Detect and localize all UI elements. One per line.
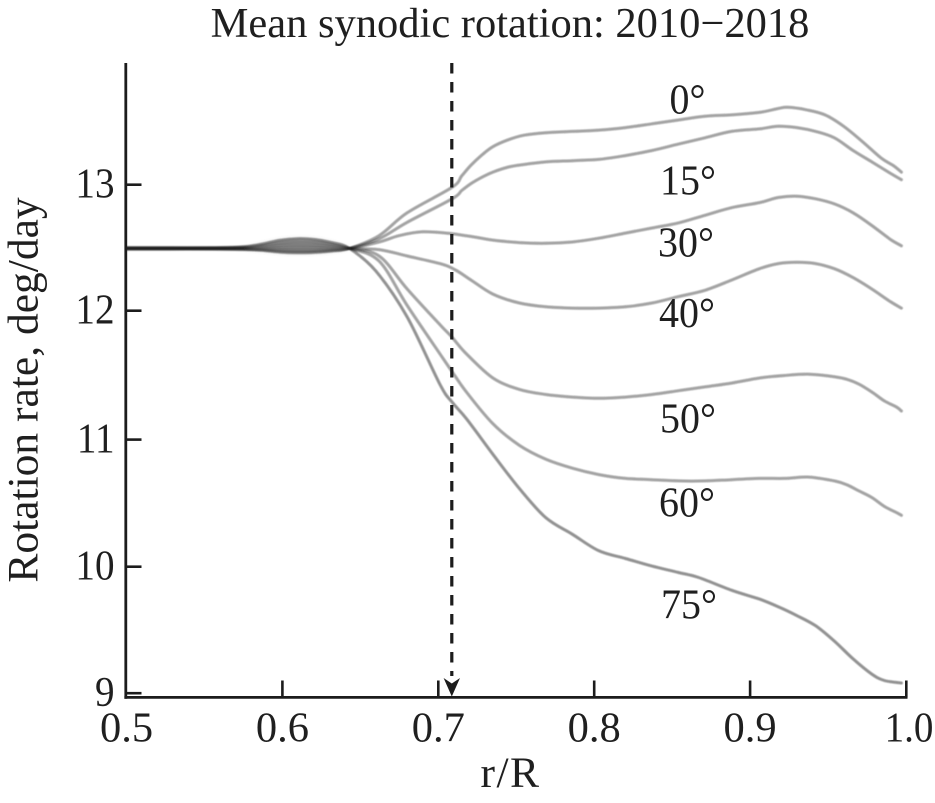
- svg-text:0.7: 0.7: [412, 705, 465, 752]
- svg-text:15°: 15°: [660, 156, 716, 203]
- svg-text:12: 12: [75, 286, 114, 333]
- svg-text:13: 13: [75, 160, 114, 207]
- svg-text:11: 11: [77, 415, 115, 462]
- svg-text:1.0: 1.0: [885, 704, 934, 751]
- svg-text:30°: 30°: [658, 218, 714, 265]
- svg-text:Mean synodic rotation: 2010−20: Mean synodic rotation: 2010−2018: [211, 0, 810, 47]
- svg-text:75°: 75°: [661, 580, 717, 627]
- svg-text:0.6: 0.6: [256, 705, 309, 752]
- svg-text:10: 10: [75, 542, 114, 589]
- svg-text:9: 9: [95, 669, 115, 716]
- svg-text:60°: 60°: [659, 479, 715, 526]
- svg-text:40°: 40°: [659, 289, 715, 336]
- svg-text:50°: 50°: [660, 394, 716, 441]
- svg-text:0°: 0°: [670, 75, 706, 122]
- svg-text:r/R: r/R: [480, 749, 540, 797]
- svg-text:Rotation rate, deg/day: Rotation rate, deg/day: [0, 197, 48, 583]
- svg-text:0.8: 0.8: [568, 705, 621, 752]
- svg-text:0.5: 0.5: [100, 705, 153, 752]
- svg-text:0.9: 0.9: [724, 705, 777, 752]
